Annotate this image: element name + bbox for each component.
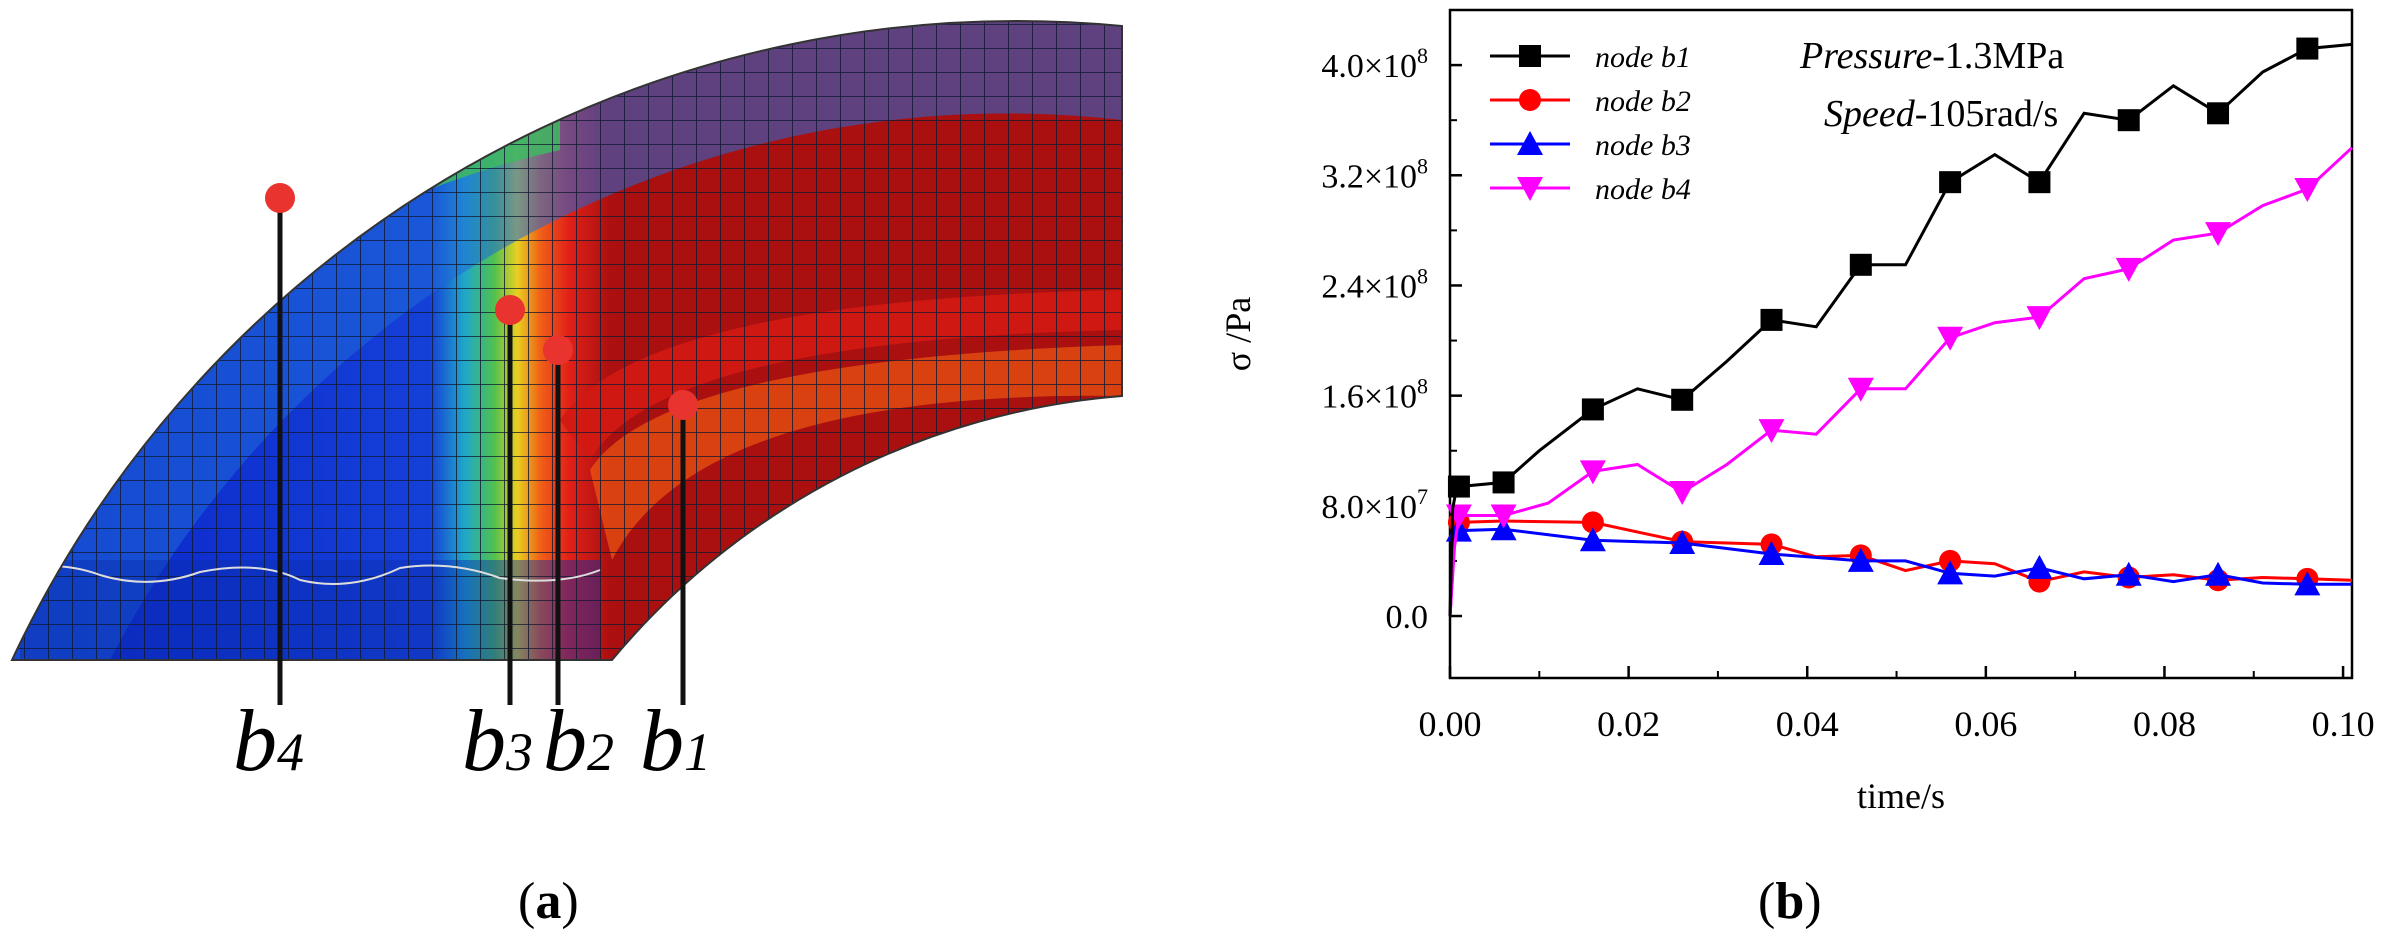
node-label-b2: b2 [543,693,614,790]
data-point-node-b4 [1669,481,1696,506]
data-point-node-b4 [1579,460,1606,485]
data-point-node-b1 [1760,308,1783,331]
data-point-node-b1 [1581,398,1604,421]
y-axis: 0.0 8.0×107 1.6×108 2.4×108 3.2×108 4.0×108 [1321,43,1462,636]
data-point-node-b4 [2294,178,2321,203]
panel-b: 0.00 0.02 0.04 0.06 0.08 0.10 0.0 8.0×107 1.6×1… [1180,0,2391,945]
y-tick-label: 4.0×108 [1321,43,1428,85]
data-point-node-b3 [1758,541,1785,566]
x-tick-label: 0.00 [1419,704,1482,744]
data-point-node-b4 [1937,326,1964,351]
series-node-b3 [1445,516,2352,617]
x-tick-label: 0.10 [2312,704,2375,744]
data-point-node-b3 [2294,571,2321,596]
data-point-node-b4 [2115,257,2142,282]
data-point-node-b1 [2296,37,2319,60]
x-axis-label: time/s [1857,776,1945,816]
legend-marker-node-b4 [1517,177,1543,201]
panel-label-a: (a) [518,873,579,930]
plot-frame [1448,8,2354,680]
panel-label-b: (b) [1758,873,1822,930]
legend-marker-node-b3 [1517,131,1543,155]
data-point-node-b3 [1937,560,1964,585]
data-point-node-b1 [2117,109,2140,132]
legend-label-node-b4: node b4 [1595,173,1691,206]
legend-marker-node-b2 [1519,89,1541,111]
data-point-node-b4 [1758,419,1785,444]
fe-contour-figure: b4 b3 b2 b1 [10,20,1123,790]
data-point-node-b2 [1581,511,1604,534]
legend-marker-node-b1 [1519,45,1541,67]
x-axis: 0.00 0.02 0.04 0.06 0.08 0.10 [1419,666,2375,744]
stress-time-chart: 0.00 0.02 0.04 0.06 0.08 0.10 0.0 8.0×107 1.6×1… [1218,8,2375,816]
node-marker-b2 [543,335,573,365]
data-point-node-b1 [2028,171,2051,194]
data-point-node-b3 [2026,554,2053,579]
legend-label-node-b3: node b3 [1595,129,1691,162]
panel-a: b4 b3 b2 b1 (a) [0,0,1180,945]
y-tick-label: 8.0×107 [1321,484,1428,526]
legend-item-node-b2: node b2 [1490,85,1691,118]
x-tick-label: 0.04 [1776,704,1839,744]
x-tick-label: 0.08 [2133,704,2196,744]
data-point-node-b3 [1669,530,1696,555]
legend-item-node-b1: node b1 [1490,41,1691,74]
y-tick-label: 3.2×108 [1321,153,1428,195]
node-marker-b1 [668,390,698,420]
data-point-node-b1 [1447,475,1470,498]
pressure-annotation: Pressure-1.3MPa [1799,35,2064,77]
data-point-node-b4 [1490,504,1517,529]
data-point-node-b1 [1492,471,1515,494]
data-point-node-b3 [2205,561,2232,586]
node-label-b3: b3 [462,693,533,790]
series-node-b1 [1447,37,2353,617]
fe-contour-body [12,21,1122,661]
x-tick-label: 0.06 [1954,704,2017,744]
node-label-b1: b1 [640,693,711,790]
x-tick-label: 0.02 [1597,704,1660,744]
node-marker-b4 [265,183,295,213]
data-point-node-b4 [1847,377,1874,402]
legend-label-node-b1: node b1 [1595,41,1691,74]
data-point-node-b1 [1671,388,1694,411]
data-point-node-b1 [1849,253,1872,276]
legend-item-node-b4: node b4 [1490,173,1691,206]
series-layer [1445,37,2354,617]
legend-label-node-b2: node b2 [1595,85,1691,118]
data-point-node-b1 [1939,171,1962,194]
series-node-b2 [1447,511,2353,617]
node-label-b4: b4 [233,693,304,790]
data-point-node-b3 [1579,527,1606,552]
y-tick-label: 2.4×108 [1321,263,1428,305]
y-axis-label: σ /Pa [1218,297,1258,371]
node-marker-b3 [495,295,525,325]
series-node-b4 [1445,146,2354,617]
legend-item-node-b3: node b3 [1490,129,1691,162]
y-tick-label: 1.6×108 [1321,374,1428,416]
data-point-node-b1 [2207,102,2230,125]
legend: node b1 node b2 node b3 node b4 [1490,41,1691,206]
data-point-node-b3 [1847,547,1874,572]
y-tick-label: 0.0 [1386,599,1429,636]
data-point-node-b4 [2026,306,2053,331]
data-point-node-b4 [2205,222,2232,247]
data-point-node-b3 [2115,561,2142,586]
speed-annotation: Speed-105rad/s [1824,93,2058,135]
